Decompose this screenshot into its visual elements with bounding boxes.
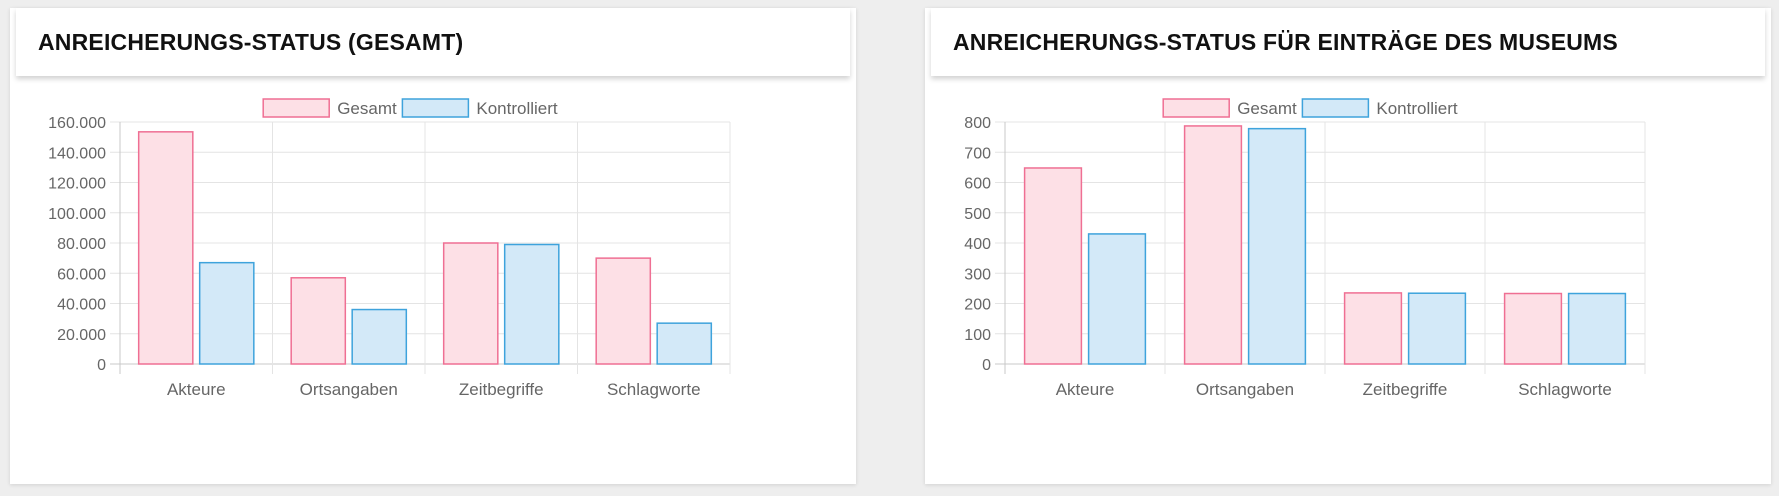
y-tick-label: 40.000 bbox=[57, 297, 106, 314]
bar-gesamt-zeitbegriffe[interactable] bbox=[442, 242, 499, 365]
x-tick-label: Akteure bbox=[167, 380, 226, 399]
legend-label: Gesamt bbox=[1237, 99, 1297, 118]
chart-card-total: ANREICHERUNGS-STATUS (GESAMT) 0 20.000 40.… bbox=[10, 8, 856, 484]
bar-gesamt-zeitbegriffe[interactable] bbox=[1343, 292, 1403, 365]
bar-gesamt-schlagworte[interactable] bbox=[1503, 292, 1563, 365]
bar-gesamt-schlagworte[interactable] bbox=[595, 257, 652, 365]
x-tick-label: Ortsangaben bbox=[1196, 380, 1294, 399]
x-tick-label: Schlagworte bbox=[607, 380, 701, 399]
y-tick-label: 800 bbox=[964, 115, 991, 132]
x-tick-label: Zeitbegriffe bbox=[459, 380, 544, 399]
y-tick-label: 20.000 bbox=[57, 327, 106, 344]
y-tick-label: 100 bbox=[964, 327, 991, 344]
card-title: ANREICHERUNGS-STATUS FÜR EINTRÄGE DES MU… bbox=[953, 28, 1618, 55]
bar-kontrolliert-schlagworte[interactable] bbox=[656, 322, 713, 365]
legend-swatch-kontrolliert bbox=[401, 98, 470, 118]
bar-gesamt-ortsangaben[interactable] bbox=[290, 277, 347, 365]
legend-label: Gesamt bbox=[337, 99, 397, 118]
y-tick-label: 300 bbox=[964, 266, 991, 283]
bar-kontrolliert-ortsangaben[interactable] bbox=[1247, 127, 1307, 365]
bar-kontrolliert-akteure[interactable] bbox=[198, 261, 255, 365]
x-tick-label: Akteure bbox=[1056, 380, 1115, 399]
y-tick-label: 400 bbox=[964, 236, 991, 253]
y-tick-label: 160.000 bbox=[48, 115, 106, 132]
card-header: ANREICHERUNGS-STATUS (GESAMT) bbox=[16, 8, 850, 76]
bar-chart-museum: 0 100 200 300 400 500 600 700 800 Akteure Ortsanga… bbox=[964, 98, 1646, 399]
legend-label: Kontrolliert bbox=[476, 99, 558, 118]
bar-gesamt-akteure[interactable] bbox=[1023, 167, 1083, 365]
y-tick-label: 100.000 bbox=[48, 206, 106, 223]
legend-swatch-gesamt bbox=[262, 98, 330, 118]
bar-kontrolliert-zeitbegriffe[interactable] bbox=[1407, 292, 1467, 365]
bar-kontrolliert-akteure[interactable] bbox=[1087, 233, 1147, 365]
y-tick-label: 0 bbox=[97, 357, 106, 374]
bar-kontrolliert-schlagworte[interactable] bbox=[1567, 292, 1627, 365]
y-tick-label: 200 bbox=[964, 297, 991, 314]
y-tick-label: 60.000 bbox=[57, 266, 106, 283]
bar-gesamt-ortsangaben[interactable] bbox=[1183, 125, 1243, 365]
y-tick-label: 600 bbox=[964, 176, 991, 193]
y-tick-label: 140.000 bbox=[48, 145, 106, 162]
x-tick-label: Ortsangaben bbox=[300, 380, 398, 399]
y-tick-label: 500 bbox=[964, 206, 991, 223]
y-tick-label: 700 bbox=[964, 145, 991, 162]
bar-gesamt-akteure[interactable] bbox=[137, 131, 194, 365]
bar-kontrolliert-ortsangaben[interactable] bbox=[351, 308, 408, 365]
chart-card-museum: ANREICHERUNGS-STATUS FÜR EINTRÄGE DES MU… bbox=[925, 8, 1771, 484]
bar-kontrolliert-zeitbegriffe[interactable] bbox=[503, 243, 560, 365]
bar-chart-total: 0 20.000 40.000 60.000 80.000 100.000 120.000 1… bbox=[48, 98, 731, 399]
y-tick-label: 120.000 bbox=[48, 176, 106, 193]
x-tick-label: Schlagworte bbox=[1518, 380, 1612, 399]
y-tick-label: 80.000 bbox=[57, 236, 106, 253]
legend-label: Kontrolliert bbox=[1376, 99, 1458, 118]
legend-swatch-gesamt bbox=[1162, 98, 1230, 118]
legend-swatch-kontrolliert bbox=[1301, 98, 1370, 118]
y-tick-label: 0 bbox=[982, 357, 991, 374]
card-title: ANREICHERUNGS-STATUS (GESAMT) bbox=[38, 28, 464, 55]
x-tick-label: Zeitbegriffe bbox=[1363, 380, 1448, 399]
card-header: ANREICHERUNGS-STATUS FÜR EINTRÄGE DES MU… bbox=[931, 8, 1765, 76]
